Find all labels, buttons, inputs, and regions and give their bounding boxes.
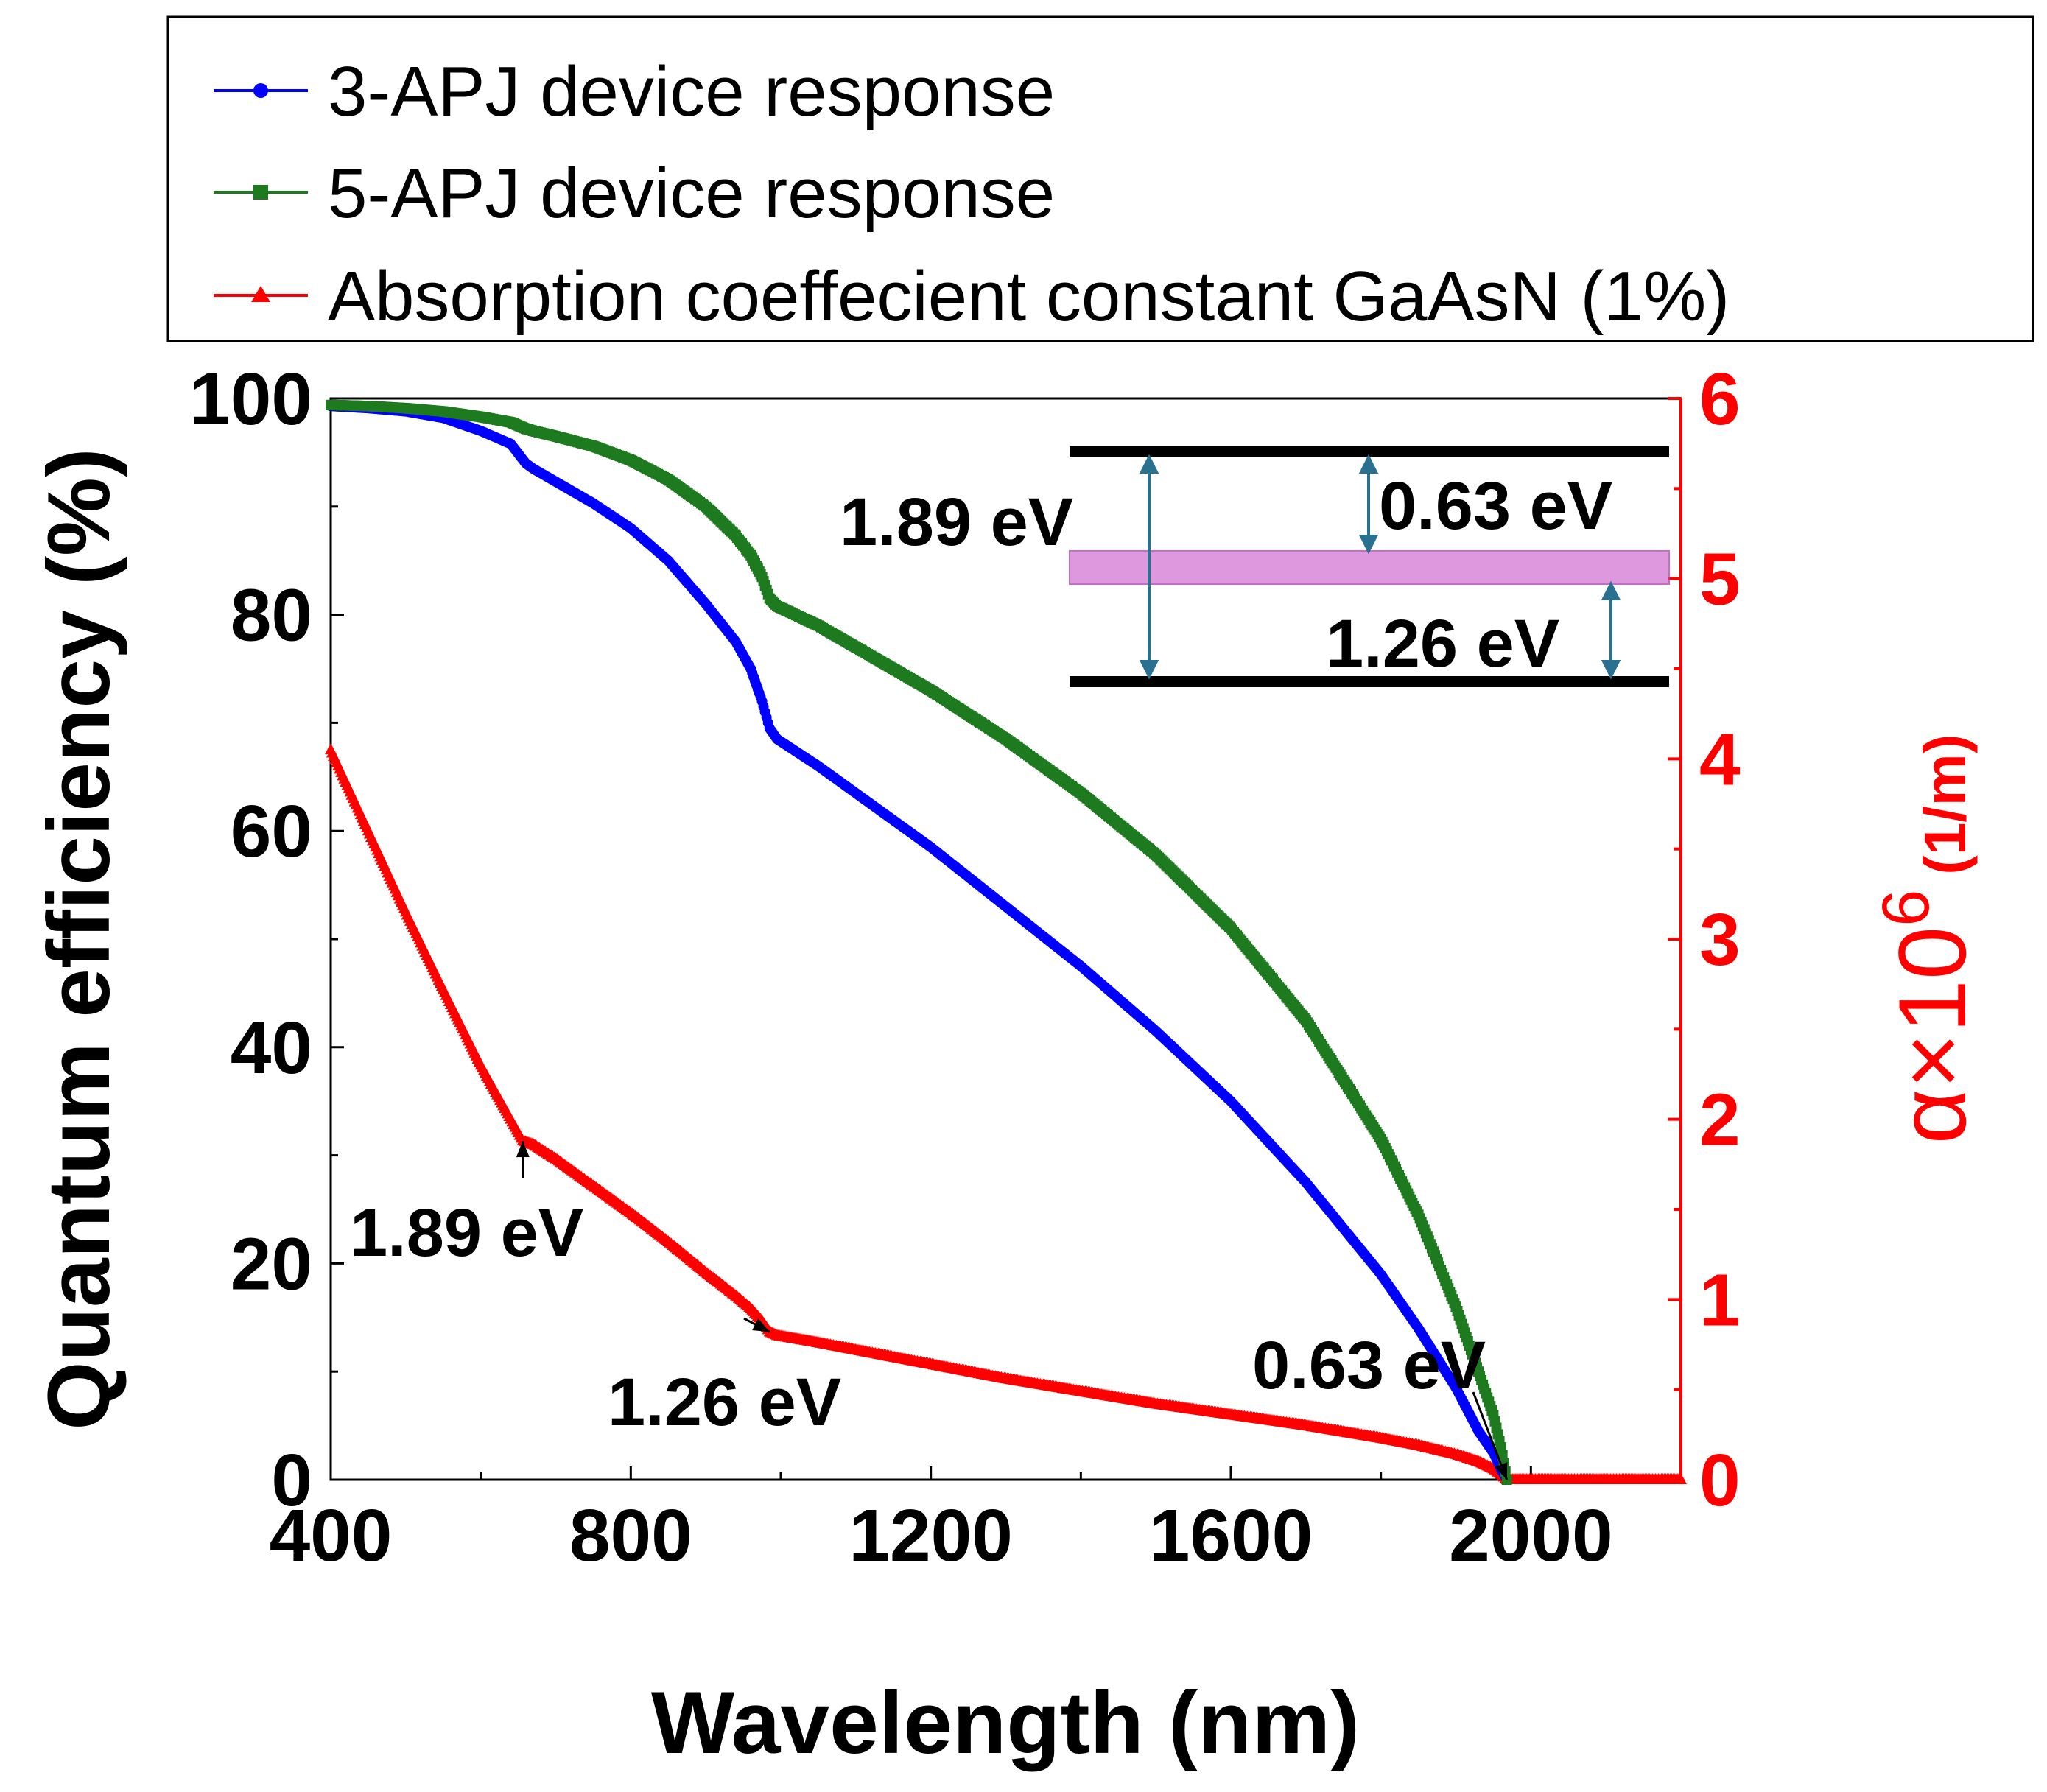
y2-tick-label: 4 <box>1699 718 1741 801</box>
series-markers <box>325 743 1687 1484</box>
legend-label-5apj: 5-APJ device response <box>328 154 1055 233</box>
y-tick-label: 20 <box>231 1223 312 1305</box>
x-axis: 400 800 1200 1600 2000 <box>270 1466 1613 1577</box>
x-tick-label: 2000 <box>1449 1494 1612 1577</box>
y-axis-left: 0 20 40 60 80 100 <box>189 358 344 1522</box>
legend-item-5apj: 5-APJ device response <box>214 154 1055 233</box>
series-markers <box>326 401 1512 1485</box>
inset-band-diagram: 1.89 eV 0.63 eV 1.26 eV <box>840 446 1670 687</box>
legend-item-absorption: Absorption coeffecient constant GaAsN (1… <box>214 257 1730 336</box>
legend-box <box>166 15 2034 342</box>
y2-axis-title-unit: (1/m) <box>1912 734 1978 875</box>
legend-item-3apj: 3-APJ device response <box>214 52 1055 131</box>
inset-arrow-total-head-down <box>1139 660 1159 680</box>
inset-arrow-total-head-up <box>1139 454 1159 474</box>
annotation-label: 1.26 eV <box>608 1365 841 1440</box>
annotations: 1.89 eV 1.26 eV 0.63 eV <box>350 1141 1509 1480</box>
legend-marker-3apj <box>253 83 268 98</box>
inset-top-level <box>1070 446 1669 457</box>
x-tick-label: 400 <box>270 1494 393 1577</box>
series-0 <box>326 401 1512 1485</box>
x-tick-label: 1600 <box>1149 1494 1313 1577</box>
annotation-arrowhead <box>516 1141 530 1158</box>
y2-tick-label: 6 <box>1699 358 1741 440</box>
y-tick-label: 100 <box>189 358 312 440</box>
y-tick-label: 80 <box>231 575 312 657</box>
y-tick-label: 40 <box>231 1007 312 1089</box>
inset-arrow-upper-head-down <box>1358 535 1379 555</box>
inset-arrow-lower-head-down <box>1601 660 1621 680</box>
y2-tick-label: 3 <box>1699 899 1741 981</box>
data-point <box>1497 1450 1508 1461</box>
x-tick-label: 800 <box>569 1494 692 1577</box>
y-tick-label: 60 <box>231 790 312 873</box>
x-tick-label: 1200 <box>849 1494 1012 1577</box>
legend-marker-5apj <box>253 185 268 200</box>
y-tick-label: 0 <box>271 1439 312 1522</box>
x-axis-title: Wavelength (nm) <box>651 1673 1360 1772</box>
inset-lower-gap-label: 1.26 eV <box>1326 606 1559 681</box>
y2-tick-label: 1 <box>1699 1259 1741 1341</box>
inset-bottom-level <box>1070 676 1669 687</box>
series-layer <box>325 399 1687 1485</box>
data-point <box>1675 1473 1687 1484</box>
y2-axis-title-exp: 6 <box>1869 890 1943 927</box>
y2-tick-label: 2 <box>1699 1079 1741 1162</box>
inset-arrow-upper-head-up <box>1358 454 1379 474</box>
inset-intermediate-band <box>1069 550 1670 585</box>
annotation-label: 1.89 eV <box>350 1195 583 1271</box>
y-axis-right: 0 1 2 3 4 5 6 <box>1668 358 1741 1522</box>
y2-axis-title: α×106 (1/m) <box>1869 734 1986 1145</box>
annotation-arrowhead <box>1495 1462 1508 1480</box>
y2-tick-label: 5 <box>1699 538 1741 621</box>
series-2 <box>325 743 1687 1484</box>
series-1 <box>326 399 1512 1485</box>
svg-text:α×106(1/m): α×106 (1/m) <box>1869 734 1986 1145</box>
inset-arrow-lower-head-up <box>1601 580 1621 600</box>
y2-axis-title-main: α×10 <box>1878 927 1986 1145</box>
annotation-arrowhead <box>752 1318 770 1332</box>
legend-marker-absorption <box>251 286 270 302</box>
inset-total-gap-label: 1.89 eV <box>840 485 1073 560</box>
y2-tick-label: 0 <box>1699 1439 1741 1522</box>
annotation-label: 0.63 eV <box>1252 1328 1486 1403</box>
y-axis-title: Quantum efficiency (%) <box>29 448 128 1430</box>
series-markers <box>326 399 1512 1485</box>
legend-label-3apj: 3-APJ device response <box>328 52 1055 131</box>
legend: 3-APJ device response 5-APJ device respo… <box>166 15 2034 342</box>
data-point <box>1495 1441 1506 1452</box>
legend-label-absorption: Absorption coeffecient constant GaAsN (1… <box>328 257 1730 336</box>
inset-upper-gap-label: 0.63 eV <box>1379 468 1612 544</box>
